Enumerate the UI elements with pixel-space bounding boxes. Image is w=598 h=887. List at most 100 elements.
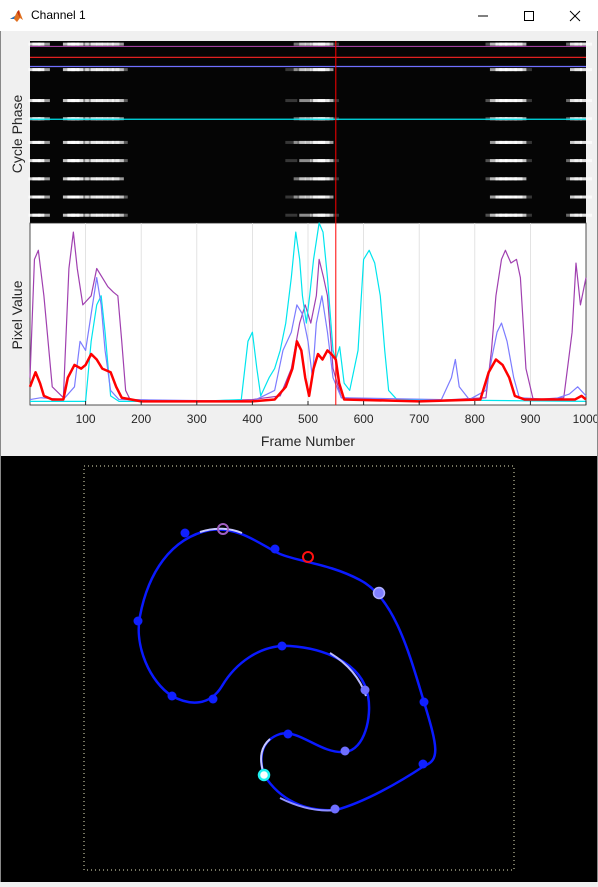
heatmap-cell <box>321 99 334 103</box>
heatmap-cell <box>519 159 532 163</box>
heatmap-cell <box>519 213 532 217</box>
x-tick-label: 1000 <box>572 412 598 426</box>
maximize-icon <box>524 10 534 21</box>
heatmap-cell <box>76 68 89 72</box>
heatmap-cell <box>321 195 334 199</box>
x-ticks <box>85 401 587 405</box>
centerline-curve <box>137 528 437 812</box>
heatmap-cell <box>514 213 527 217</box>
heatmap-cell <box>299 42 312 46</box>
x-axis-label: Frame Number <box>260 433 356 449</box>
heatmap-cell <box>519 195 532 199</box>
x-tick-label: 800 <box>464 412 485 426</box>
heatmap-cell <box>580 195 592 199</box>
minimize-button[interactable] <box>460 0 506 31</box>
heatmap-cell <box>37 99 50 103</box>
minimize-icon <box>478 15 488 16</box>
heatmap-cell <box>519 140 532 144</box>
blue-markers <box>133 528 429 769</box>
marker-dot[interactable] <box>419 697 429 707</box>
heatmap-cell <box>580 42 592 46</box>
marker-dot[interactable] <box>418 759 428 769</box>
heatmap-cell <box>514 177 527 181</box>
heatmap-cell <box>285 159 298 163</box>
heatmap-cell <box>76 177 89 181</box>
x-tick-label: 500 <box>297 412 319 426</box>
heatmap-cell <box>285 68 298 72</box>
plots-canvas[interactable] <box>0 31 598 456</box>
series-line-2 <box>30 222 587 402</box>
heatmap-cell <box>115 68 128 72</box>
heatmap-cell <box>76 140 89 144</box>
heatmap-cell <box>37 195 50 199</box>
cyan-ring-marker[interactable] <box>257 768 271 782</box>
maximize-button[interactable] <box>506 0 552 31</box>
heatmap-cell <box>76 99 89 103</box>
heatmap-cell <box>321 140 334 144</box>
window-title: Channel 1 <box>31 8 86 22</box>
marker-dot[interactable] <box>180 528 190 538</box>
title-bar: Channel 1 <box>0 0 598 32</box>
series-line-3 <box>29 277 587 402</box>
purple-ring-marker[interactable] <box>217 523 229 535</box>
heatmap-cell <box>519 68 532 72</box>
grid-lines <box>85 223 531 405</box>
heatmap-cell <box>111 140 124 144</box>
heatmap-cell <box>327 159 340 163</box>
heatmap-cell <box>299 68 312 72</box>
marker-dot[interactable] <box>330 804 340 814</box>
heatmap-cell <box>327 177 340 181</box>
heatmap-cell <box>514 159 527 163</box>
heatmap-cell <box>115 159 128 163</box>
heatmap-cell <box>327 42 340 46</box>
heatmap-cell <box>299 159 312 163</box>
heatmap-cell <box>111 195 124 199</box>
heatmap-cell <box>580 177 592 181</box>
heatmap-cell <box>37 140 50 144</box>
marker-dot[interactable] <box>283 729 293 739</box>
heatmap-cell <box>115 140 128 144</box>
highlight-segment-top <box>199 527 243 534</box>
pixel-value-plot[interactable] <box>28 222 587 406</box>
x-tick-label: 200 <box>131 412 152 426</box>
x-tick-label: 700 <box>409 412 430 426</box>
heatmap-cell <box>327 99 340 103</box>
x-tick-label: 600 <box>353 412 374 426</box>
heatmap-cell <box>519 99 532 103</box>
heatmap-cell <box>76 159 89 163</box>
matlab-icon <box>9 8 25 24</box>
heart-tube-view[interactable] <box>0 456 598 882</box>
heatmap-cell <box>111 68 124 72</box>
cycle-phase-heatmap[interactable] <box>28 41 592 223</box>
red-ring-marker[interactable] <box>302 551 314 563</box>
heatmap-cell <box>111 177 124 181</box>
heatmap-cell <box>321 213 334 217</box>
heatmap-cell <box>299 177 312 181</box>
marker-dot[interactable] <box>167 691 177 701</box>
heatmap-cell <box>514 68 527 72</box>
marker-dot[interactable] <box>208 694 218 704</box>
marker-dot[interactable] <box>270 544 280 554</box>
marker-dot[interactable] <box>277 641 287 651</box>
lavender-ring-marker[interactable] <box>372 586 386 600</box>
heatmap-cell <box>111 213 124 217</box>
heatmap-cell <box>285 99 298 103</box>
heatmap-cell <box>111 99 124 103</box>
heatmap-cell <box>115 213 128 217</box>
heatmap-cell <box>76 42 89 46</box>
heatmap-cell <box>37 42 50 46</box>
close-icon <box>569 10 581 21</box>
x-tick-label: 300 <box>186 412 207 426</box>
marker-dot[interactable] <box>133 616 143 626</box>
tube-canvas[interactable] <box>0 456 598 882</box>
marker-dot[interactable] <box>360 685 370 695</box>
phase-lines <box>30 45 586 120</box>
close-button[interactable] <box>552 0 598 31</box>
heatmap-cell <box>37 213 50 217</box>
heatmap-cell <box>285 140 298 144</box>
heatmap-cell <box>580 68 592 72</box>
marker-dot[interactable] <box>340 746 350 756</box>
x-tick-label: 900 <box>520 412 541 426</box>
heatmap-cell <box>327 213 340 217</box>
heatmap-cell <box>321 177 334 181</box>
